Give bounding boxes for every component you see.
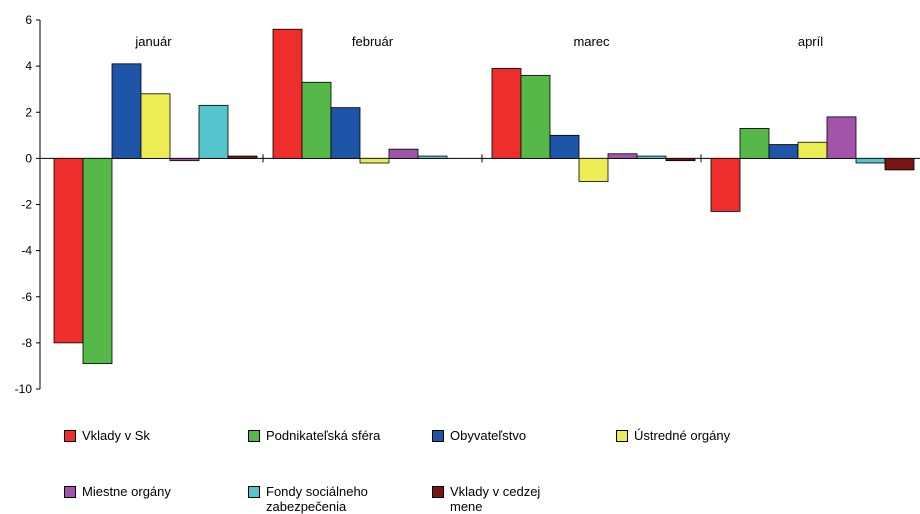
bar	[665, 157, 696, 162]
category-label: január	[134, 34, 172, 49]
bar	[198, 104, 229, 159]
legend-item: Fondy sociálneho zabezpečenia	[248, 484, 386, 514]
category-label: marec	[573, 34, 610, 49]
bar	[82, 157, 113, 365]
legend-swatch	[248, 486, 260, 498]
y-tick-label: 4	[25, 59, 32, 73]
legend-item: Vklady v cedzej mene	[432, 484, 570, 514]
legend-item: Vklady v Sk	[64, 428, 202, 443]
y-tick-label: -6	[21, 290, 32, 304]
bar	[491, 68, 522, 159]
legend-item: Podnikateľská sféra	[248, 428, 386, 443]
bar	[388, 148, 419, 159]
legend-swatch	[64, 430, 76, 442]
legend-swatch	[248, 430, 260, 442]
y-tick-label: -4	[21, 244, 32, 258]
bar	[272, 28, 303, 159]
bar	[111, 63, 142, 159]
bar	[417, 155, 448, 159]
bar	[578, 157, 609, 182]
legend-label: Obyvateľstvo	[450, 428, 527, 443]
bar	[636, 155, 667, 159]
legend-label: Vklady v Sk	[82, 428, 150, 443]
y-tick-label: 6	[25, 13, 32, 27]
legend-label: Vklady v cedzej mene	[450, 484, 541, 514]
bar	[227, 155, 258, 159]
y-tick-label: 0	[25, 151, 32, 165]
bar	[710, 157, 741, 212]
bar	[169, 157, 200, 162]
bar	[330, 107, 361, 159]
category-label: február	[352, 34, 394, 49]
bar	[826, 116, 857, 159]
legend-swatch	[432, 486, 444, 498]
legend-swatch	[432, 430, 444, 442]
bar	[53, 157, 84, 344]
legend-item: Obyvateľstvo	[432, 428, 570, 443]
legend-swatch	[64, 486, 76, 498]
category-label: apríl	[798, 34, 823, 49]
bar	[301, 81, 332, 159]
y-tick-label: -2	[21, 198, 32, 212]
y-tick-label: 2	[25, 105, 32, 119]
legend-label: Fondy sociálneho zabezpečenia	[266, 484, 368, 514]
y-tick-label: -8	[21, 336, 32, 350]
bar	[884, 157, 915, 171]
bar	[739, 127, 770, 159]
bar	[140, 93, 171, 159]
bar	[359, 157, 390, 164]
legend-label: Podnikateľská sféra	[266, 428, 381, 443]
legend-item: Ústredné orgány	[616, 428, 754, 443]
legend-swatch	[616, 430, 628, 442]
legend-label: Ústredné orgány	[634, 428, 731, 443]
bar	[549, 134, 580, 159]
y-tick-label: -10	[15, 382, 33, 396]
bar	[520, 74, 551, 159]
legend-item: Miestne orgány	[64, 484, 202, 499]
legend-label: Miestne orgány	[82, 484, 171, 499]
